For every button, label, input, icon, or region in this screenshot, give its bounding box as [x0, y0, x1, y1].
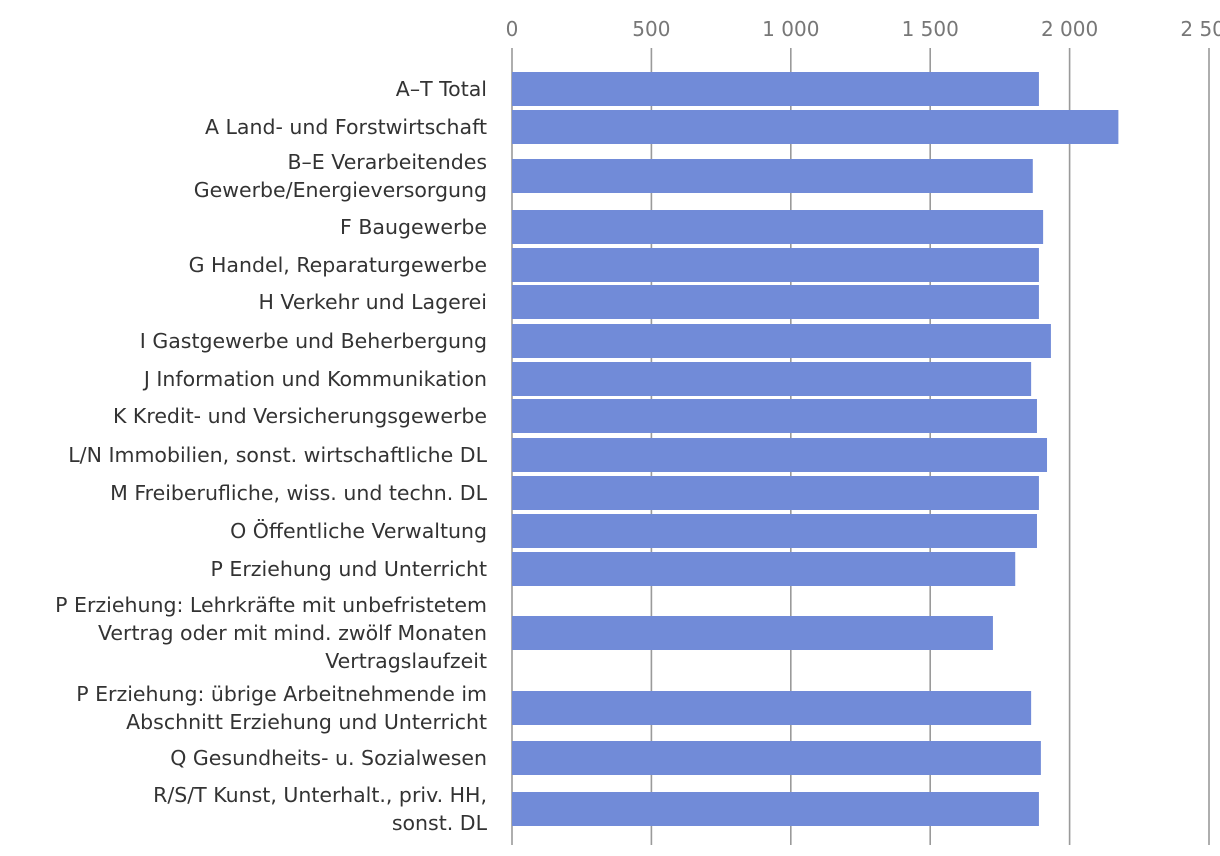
category-label-line: sonst. DL — [392, 811, 488, 835]
category-label: B–E Verarbeitendes Gewerbe/Energieversorg… — [194, 150, 487, 202]
category-label: P Erziehung: Lehrkräfte mit unbefristete… — [55, 593, 487, 673]
bar — [512, 741, 1041, 775]
category-label-line: A Land- und Forstwirtschaft — [205, 115, 487, 139]
category-label: Q Gesundheits- u. Sozialwesen — [170, 746, 487, 770]
category-label: L/N Immobilien, sonst. wirtschaftliche D… — [68, 443, 487, 467]
bar — [512, 792, 1039, 826]
category-label-line: Vertrag oder mit mind. zwölf Monaten — [98, 621, 487, 645]
category-label-line: K Kredit- und Versicherungsgewerbe — [113, 404, 487, 428]
category-label-line: Vertragslaufzeit — [325, 649, 487, 673]
bar — [512, 552, 1016, 586]
bar — [512, 72, 1039, 106]
category-label-line: O Öffentliche Verwaltung — [230, 518, 487, 543]
bar — [512, 399, 1037, 433]
category-label-line: P Erziehung: Lehrkräfte mit unbefristete… — [55, 593, 487, 617]
category-label-line: Gewerbe/Energieversorgung — [194, 178, 487, 202]
category-label-line: P Erziehung und Unterricht — [211, 557, 488, 581]
bar — [512, 691, 1032, 725]
category-label-line: I Gastgewerbe und Beherbergung — [140, 329, 487, 353]
category-label: I Gastgewerbe und Beherbergung — [140, 329, 487, 353]
category-label-line: H Verkehr und Lagerei — [258, 290, 487, 314]
x-tick-label: 2 500 — [1180, 17, 1220, 41]
category-label: O Öffentliche Verwaltung — [230, 518, 487, 543]
category-label-line: P Erziehung: übrige Arbeitnehmende im — [76, 682, 487, 706]
category-label: G Handel, Reparaturgewerbe — [189, 253, 487, 277]
category-label-line: J Information und Kommunikation — [142, 367, 487, 391]
category-label-line: A–T Total — [396, 77, 487, 101]
bar — [512, 210, 1044, 244]
category-label-line: Q Gesundheits- u. Sozialwesen — [170, 746, 487, 770]
x-tick-label: 2 000 — [1041, 17, 1098, 41]
bar — [512, 324, 1051, 358]
x-tick-label: 1 500 — [902, 17, 959, 41]
category-label: J Information und Kommunikation — [142, 367, 487, 391]
bar — [512, 248, 1039, 282]
category-label-line: G Handel, Reparaturgewerbe — [189, 253, 487, 277]
x-tick-label: 1 000 — [762, 17, 819, 41]
category-label: R/S/T Kunst, Unterhalt., priv. HH, sonst.… — [153, 783, 487, 835]
category-label: P Erziehung und Unterricht — [211, 557, 488, 581]
bar — [512, 159, 1033, 193]
category-label: K Kredit- und Versicherungsgewerbe — [113, 404, 487, 428]
bar — [512, 285, 1039, 319]
category-label-line: F Baugewerbe — [340, 215, 487, 239]
category-label: A Land- und Forstwirtschaft — [205, 115, 487, 139]
category-label: M Freiberufliche, wiss. und techn. DL — [110, 481, 487, 505]
category-label-line: M Freiberufliche, wiss. und techn. DL — [110, 481, 487, 505]
bar — [512, 616, 993, 650]
x-tick-label: 500 — [632, 17, 670, 41]
category-label-line: Abschnitt Erziehung und Unterricht — [126, 710, 487, 734]
bar — [512, 476, 1039, 510]
category-label-line: B–E Verarbeitendes — [287, 150, 487, 174]
bar — [512, 438, 1048, 472]
category-label: H Verkehr und Lagerei — [258, 290, 487, 314]
category-label: A–T Total — [396, 77, 487, 101]
category-label: P Erziehung: übrige Arbeitnehmende im Abs… — [76, 682, 487, 734]
bar — [512, 514, 1037, 548]
category-label-line: L/N Immobilien, sonst. wirtschaftliche D… — [68, 443, 487, 467]
category-label-line: R/S/T Kunst, Unterhalt., priv. HH, — [153, 783, 487, 807]
category-label: F Baugewerbe — [340, 215, 487, 239]
bar — [512, 110, 1119, 144]
x-tick-label: 0 — [506, 17, 519, 41]
bar — [512, 362, 1032, 396]
